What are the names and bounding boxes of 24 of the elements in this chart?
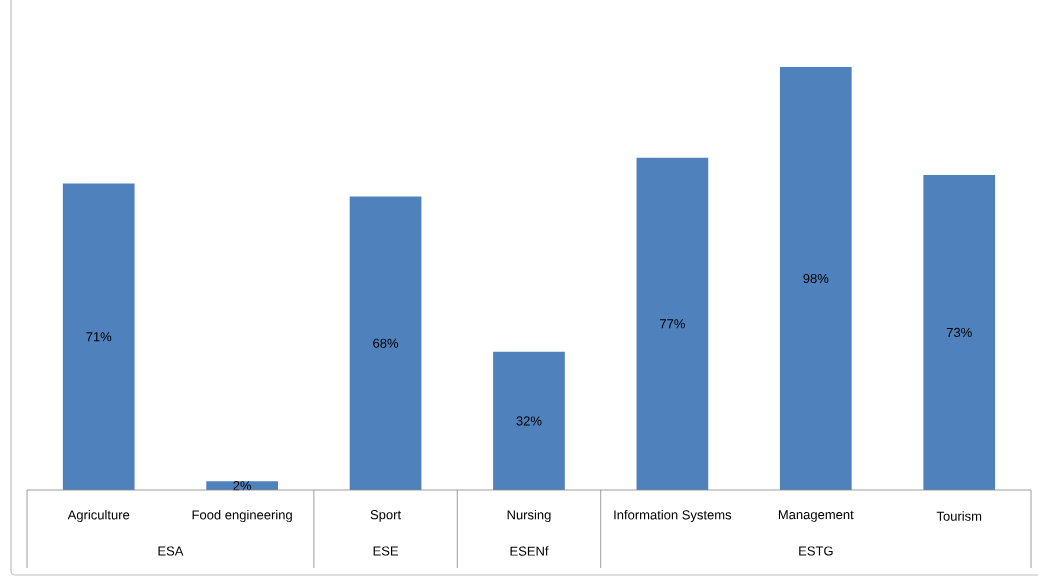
x-tick-label: Food engineering xyxy=(192,509,292,523)
bar xyxy=(349,196,422,490)
x-tick-label: Nursing xyxy=(507,509,551,523)
x-tick-label: Agriculture xyxy=(67,509,130,523)
bar xyxy=(636,157,709,490)
data-label: 73% xyxy=(946,327,972,338)
x-tick-label: Tourism xyxy=(936,511,982,521)
text: ESTG xyxy=(799,546,833,556)
data-label: 71% xyxy=(86,332,112,342)
bar xyxy=(493,351,565,490)
data-label: 77% xyxy=(660,319,685,329)
text: ESENf xyxy=(510,546,549,556)
bar xyxy=(62,183,135,490)
x-tick-label: Information Systems xyxy=(614,509,732,523)
data-label: 2% xyxy=(233,481,252,491)
text: ESE xyxy=(373,546,399,556)
bar xyxy=(923,174,996,490)
data-label: 32% xyxy=(516,416,542,426)
data-label: 68% xyxy=(373,338,399,348)
x-tick-label: Sport xyxy=(370,510,401,522)
bar xyxy=(779,66,852,490)
data-label: 98% xyxy=(803,273,829,284)
text: ESA xyxy=(158,546,184,556)
x-tick-label: Management xyxy=(778,510,854,522)
